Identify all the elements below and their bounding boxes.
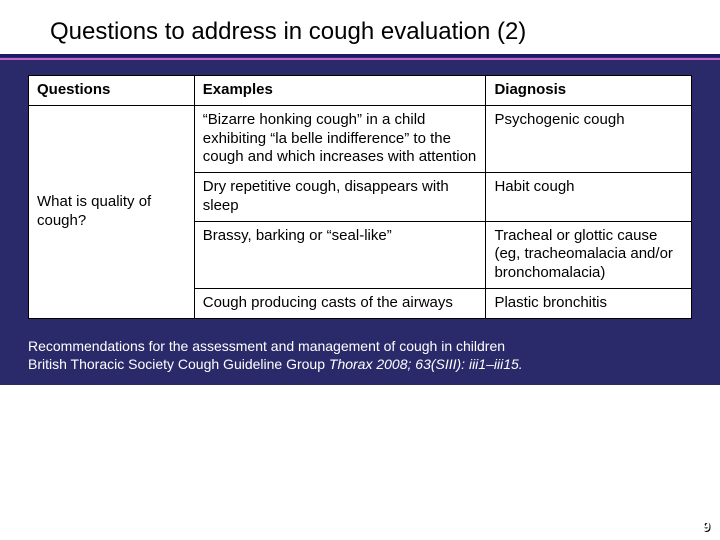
example-cell: Brassy, barking or “seal-like” (194, 221, 486, 288)
main-content: Questions Examples Diagnosis What is qua… (0, 57, 720, 385)
table-header-row: Questions Examples Diagnosis (29, 76, 692, 106)
question-cell: What is quality of cough? (29, 105, 195, 318)
example-cell: “Bizarre honking cough” in a child exhib… (194, 105, 486, 172)
diagnosis-cell: Tracheal or glottic cause (eg, tracheoma… (486, 221, 692, 288)
diagnosis-cell: Psychogenic cough (486, 105, 692, 172)
page-number: 9 (702, 518, 710, 534)
citation-line1: Recommendations for the assessment and m… (28, 337, 692, 355)
header-questions: Questions (29, 76, 195, 106)
example-cell: Dry repetitive cough, disappears with sl… (194, 173, 486, 222)
diagnosis-cell: Habit cough (486, 173, 692, 222)
citation-journal: Thorax 2008; 63(SIII): iii1–iii15. (329, 356, 523, 372)
example-cell: Cough producing casts of the airways (194, 288, 486, 318)
citation-source: British Thoracic Society Cough Guideline… (28, 356, 329, 372)
citation-footer: Recommendations for the assessment and m… (28, 337, 692, 373)
slide-title: Questions to address in cough evaluation… (50, 18, 700, 46)
header-diagnosis: Diagnosis (486, 76, 692, 106)
header-examples: Examples (194, 76, 486, 106)
cough-evaluation-table: Questions Examples Diagnosis What is qua… (28, 75, 692, 319)
diagnosis-cell: Plastic bronchitis (486, 288, 692, 318)
table-row: What is quality of cough? “Bizarre honki… (29, 105, 692, 172)
title-area: Questions to address in cough evaluation… (0, 0, 720, 57)
citation-line2: British Thoracic Society Cough Guideline… (28, 355, 692, 373)
